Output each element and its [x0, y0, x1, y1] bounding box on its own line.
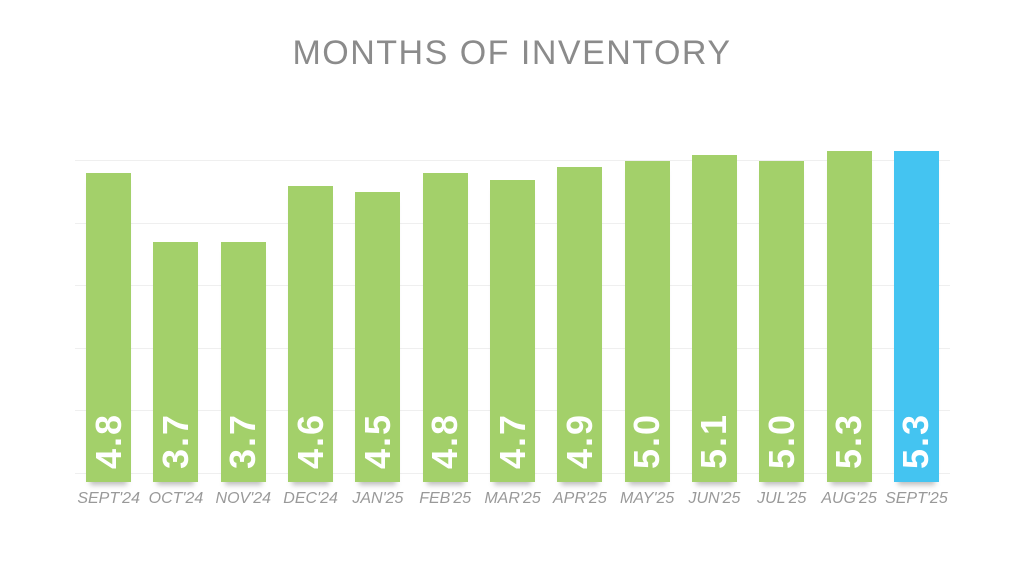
- x-axis-tick-label: AUG'25: [821, 490, 877, 507]
- bar: 4.6: [288, 186, 334, 482]
- chart-title: MONTHS OF INVENTORY: [292, 34, 732, 72]
- bar-value-label: 4.8: [424, 412, 466, 469]
- bar-value-label: 3.7: [154, 412, 196, 469]
- bar: 3.7: [220, 242, 266, 482]
- x-axis-tick-label: APR'25: [552, 490, 607, 507]
- bar-value-label: 4.5: [356, 412, 398, 469]
- x-axis-tick-label: FEB'25: [419, 490, 472, 507]
- bar: 4.8: [422, 173, 468, 482]
- x-axis-labels: SEPT'24 OCT'24 NOV'24 DEC'24 JAN'25 FEB'25 MAR…: [75, 490, 950, 508]
- bar-column: 4.8: [412, 130, 479, 482]
- x-axis-tick-label: SEPT'24: [77, 490, 140, 507]
- bar-value-label: 5.0: [760, 412, 802, 469]
- bar-column: 3.7: [210, 130, 277, 482]
- bar-value-label: 4.8: [87, 412, 129, 469]
- bar-value-label: 4.6: [289, 412, 331, 469]
- bar-column: 5.1: [681, 130, 748, 482]
- bar: 5.0: [624, 161, 670, 482]
- bar: 5.1: [691, 155, 737, 482]
- bar: 4.8: [86, 173, 132, 482]
- bar-value-label: 5.3: [895, 412, 937, 469]
- plot-area: 4.8 3.7 3.7 4.6 4.5 4.8 4.7 4.9 5.0 5.1 5.0 5.3 5.3: [75, 130, 950, 482]
- x-axis-tick-label: OCT'24: [148, 490, 204, 507]
- bar-column: 5.0: [748, 130, 815, 482]
- bar-column: 3.7: [142, 130, 209, 482]
- bar-column: 4.8: [75, 130, 142, 482]
- x-axis-tick-label: MAY'25: [619, 490, 675, 507]
- bar-column: 5.3: [883, 130, 950, 482]
- bar: 4.5: [355, 192, 401, 482]
- bar-column: 4.5: [344, 130, 411, 482]
- bar-column: 5.3: [815, 130, 882, 482]
- bar-value-label: 4.9: [558, 412, 600, 469]
- bar-highlighted: 5.3: [893, 151, 939, 482]
- gridline: [75, 160, 950, 161]
- bar-column: 4.6: [277, 130, 344, 482]
- bar-value-label: 5.3: [828, 412, 870, 469]
- bar-value-label: 5.1: [693, 412, 735, 469]
- bar-column: 4.7: [479, 130, 546, 482]
- x-axis-tick-label: JUL'25: [757, 490, 807, 507]
- bar-column: 5.0: [614, 130, 681, 482]
- bar: 4.7: [490, 180, 536, 482]
- bar-series: 4.8 3.7 3.7 4.6 4.5 4.8 4.7 4.9 5.0 5.1 5.0 5.3 5.3: [75, 130, 950, 482]
- bar: 3.7: [153, 242, 199, 482]
- bar-value-label: 4.7: [491, 412, 533, 469]
- bar-column: 4.9: [546, 130, 613, 482]
- bar-value-label: 3.7: [222, 412, 264, 469]
- x-axis-tick-label: DEC'24: [283, 490, 338, 507]
- x-axis-tick-label: NOV'24: [215, 490, 272, 507]
- x-axis-tick-label: JAN'25: [352, 490, 404, 507]
- bar: 4.9: [557, 167, 603, 482]
- bar-value-label: 5.0: [626, 412, 668, 469]
- x-axis-tick-label: MAR'25: [484, 490, 541, 507]
- bar: 5.0: [759, 161, 805, 482]
- x-axis-tick-label: SEPT'25: [885, 490, 948, 507]
- bar: 5.3: [826, 151, 872, 482]
- x-axis-tick-label: JUN'25: [688, 490, 741, 507]
